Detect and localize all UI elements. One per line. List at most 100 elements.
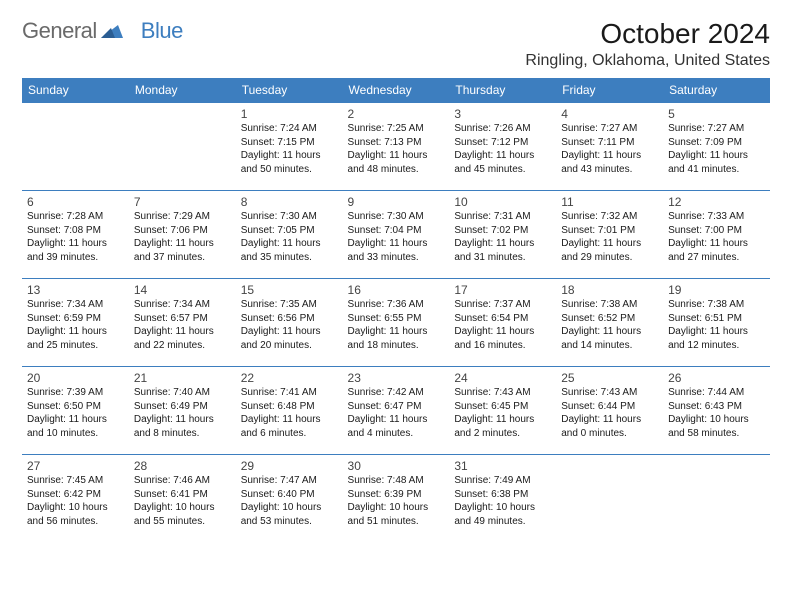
day-number: 16 — [348, 283, 445, 297]
day-cell: 13Sunrise: 7:34 AMSunset: 6:59 PMDayligh… — [22, 279, 129, 367]
day-cell: 9Sunrise: 7:30 AMSunset: 7:04 PMDaylight… — [343, 191, 450, 279]
day-cell: 21Sunrise: 7:40 AMSunset: 6:49 PMDayligh… — [129, 367, 236, 455]
brand-triangle-icon — [101, 18, 123, 44]
day-cell: 19Sunrise: 7:38 AMSunset: 6:51 PMDayligh… — [663, 279, 770, 367]
day-number: 5 — [668, 107, 765, 121]
day-cell: 8Sunrise: 7:30 AMSunset: 7:05 PMDaylight… — [236, 191, 343, 279]
day-cell: 22Sunrise: 7:41 AMSunset: 6:48 PMDayligh… — [236, 367, 343, 455]
day-number: 7 — [134, 195, 231, 209]
day-number: 27 — [27, 459, 124, 473]
day-cell: 10Sunrise: 7:31 AMSunset: 7:02 PMDayligh… — [449, 191, 556, 279]
day-number: 8 — [241, 195, 338, 209]
day-header: Monday — [129, 78, 236, 103]
day-details: Sunrise: 7:33 AMSunset: 7:00 PMDaylight:… — [668, 210, 765, 264]
day-cell: 28Sunrise: 7:46 AMSunset: 6:41 PMDayligh… — [129, 455, 236, 543]
day-number: 10 — [454, 195, 551, 209]
day-number: 2 — [348, 107, 445, 121]
day-number: 9 — [348, 195, 445, 209]
day-number: 22 — [241, 371, 338, 385]
week-row: 6Sunrise: 7:28 AMSunset: 7:08 PMDaylight… — [22, 191, 770, 279]
day-number: 23 — [348, 371, 445, 385]
day-number: 18 — [561, 283, 658, 297]
day-details: Sunrise: 7:38 AMSunset: 6:51 PMDaylight:… — [668, 298, 765, 352]
day-number: 28 — [134, 459, 231, 473]
location-text: Ringling, Oklahoma, United States — [525, 52, 770, 70]
day-number: 1 — [241, 107, 338, 121]
day-number: 24 — [454, 371, 551, 385]
day-cell: 26Sunrise: 7:44 AMSunset: 6:43 PMDayligh… — [663, 367, 770, 455]
day-details: Sunrise: 7:43 AMSunset: 6:44 PMDaylight:… — [561, 386, 658, 440]
brand-name-b: Blue — [141, 18, 183, 44]
week-row: 13Sunrise: 7:34 AMSunset: 6:59 PMDayligh… — [22, 279, 770, 367]
page-header: General Blue October 2024 Ringling, Okla… — [22, 18, 770, 70]
day-details: Sunrise: 7:25 AMSunset: 7:13 PMDaylight:… — [348, 122, 445, 176]
day-details: Sunrise: 7:46 AMSunset: 6:41 PMDaylight:… — [134, 474, 231, 528]
day-number: 21 — [134, 371, 231, 385]
day-cell: 31Sunrise: 7:49 AMSunset: 6:38 PMDayligh… — [449, 455, 556, 543]
day-number: 29 — [241, 459, 338, 473]
day-cell: 20Sunrise: 7:39 AMSunset: 6:50 PMDayligh… — [22, 367, 129, 455]
day-details: Sunrise: 7:34 AMSunset: 6:59 PMDaylight:… — [27, 298, 124, 352]
day-cell: 12Sunrise: 7:33 AMSunset: 7:00 PMDayligh… — [663, 191, 770, 279]
day-header: Friday — [556, 78, 663, 103]
day-cell: 7Sunrise: 7:29 AMSunset: 7:06 PMDaylight… — [129, 191, 236, 279]
day-number: 3 — [454, 107, 551, 121]
day-cell: 5Sunrise: 7:27 AMSunset: 7:09 PMDaylight… — [663, 103, 770, 191]
week-row: 1Sunrise: 7:24 AMSunset: 7:15 PMDaylight… — [22, 103, 770, 191]
day-cell: 4Sunrise: 7:27 AMSunset: 7:11 PMDaylight… — [556, 103, 663, 191]
day-number: 17 — [454, 283, 551, 297]
day-details: Sunrise: 7:35 AMSunset: 6:56 PMDaylight:… — [241, 298, 338, 352]
day-details: Sunrise: 7:31 AMSunset: 7:02 PMDaylight:… — [454, 210, 551, 264]
day-details: Sunrise: 7:28 AMSunset: 7:08 PMDaylight:… — [27, 210, 124, 264]
title-block: October 2024 Ringling, Oklahoma, United … — [525, 18, 770, 70]
day-number: 31 — [454, 459, 551, 473]
day-details: Sunrise: 7:42 AMSunset: 6:47 PMDaylight:… — [348, 386, 445, 440]
day-header: Thursday — [449, 78, 556, 103]
day-details: Sunrise: 7:40 AMSunset: 6:49 PMDaylight:… — [134, 386, 231, 440]
day-cell: 1Sunrise: 7:24 AMSunset: 7:15 PMDaylight… — [236, 103, 343, 191]
day-cell: 30Sunrise: 7:48 AMSunset: 6:39 PMDayligh… — [343, 455, 450, 543]
day-details: Sunrise: 7:30 AMSunset: 7:05 PMDaylight:… — [241, 210, 338, 264]
day-number: 13 — [27, 283, 124, 297]
day-details: Sunrise: 7:26 AMSunset: 7:12 PMDaylight:… — [454, 122, 551, 176]
brand-name-a: General — [22, 18, 97, 44]
day-details: Sunrise: 7:34 AMSunset: 6:57 PMDaylight:… — [134, 298, 231, 352]
day-details: Sunrise: 7:32 AMSunset: 7:01 PMDaylight:… — [561, 210, 658, 264]
day-details: Sunrise: 7:39 AMSunset: 6:50 PMDaylight:… — [27, 386, 124, 440]
day-header-row: SundayMondayTuesdayWednesdayThursdayFrid… — [22, 78, 770, 103]
day-header: Wednesday — [343, 78, 450, 103]
day-cell: 24Sunrise: 7:43 AMSunset: 6:45 PMDayligh… — [449, 367, 556, 455]
month-title: October 2024 — [525, 18, 770, 50]
day-number: 14 — [134, 283, 231, 297]
day-details: Sunrise: 7:29 AMSunset: 7:06 PMDaylight:… — [134, 210, 231, 264]
calendar-table: SundayMondayTuesdayWednesdayThursdayFrid… — [22, 78, 770, 543]
empty-cell — [556, 455, 663, 543]
week-row: 27Sunrise: 7:45 AMSunset: 6:42 PMDayligh… — [22, 455, 770, 543]
week-row: 20Sunrise: 7:39 AMSunset: 6:50 PMDayligh… — [22, 367, 770, 455]
day-cell: 16Sunrise: 7:36 AMSunset: 6:55 PMDayligh… — [343, 279, 450, 367]
day-details: Sunrise: 7:27 AMSunset: 7:11 PMDaylight:… — [561, 122, 658, 176]
day-header: Tuesday — [236, 78, 343, 103]
day-details: Sunrise: 7:37 AMSunset: 6:54 PMDaylight:… — [454, 298, 551, 352]
day-header: Sunday — [22, 78, 129, 103]
day-cell: 27Sunrise: 7:45 AMSunset: 6:42 PMDayligh… — [22, 455, 129, 543]
day-details: Sunrise: 7:27 AMSunset: 7:09 PMDaylight:… — [668, 122, 765, 176]
day-number: 15 — [241, 283, 338, 297]
empty-cell — [663, 455, 770, 543]
day-number: 4 — [561, 107, 658, 121]
day-details: Sunrise: 7:36 AMSunset: 6:55 PMDaylight:… — [348, 298, 445, 352]
day-number: 30 — [348, 459, 445, 473]
day-number: 20 — [27, 371, 124, 385]
day-header: Saturday — [663, 78, 770, 103]
day-number: 19 — [668, 283, 765, 297]
day-number: 6 — [27, 195, 124, 209]
day-cell: 18Sunrise: 7:38 AMSunset: 6:52 PMDayligh… — [556, 279, 663, 367]
empty-cell — [129, 103, 236, 191]
day-details: Sunrise: 7:30 AMSunset: 7:04 PMDaylight:… — [348, 210, 445, 264]
brand-logo: General Blue — [22, 18, 183, 44]
empty-cell — [22, 103, 129, 191]
day-cell: 23Sunrise: 7:42 AMSunset: 6:47 PMDayligh… — [343, 367, 450, 455]
day-cell: 11Sunrise: 7:32 AMSunset: 7:01 PMDayligh… — [556, 191, 663, 279]
day-cell: 29Sunrise: 7:47 AMSunset: 6:40 PMDayligh… — [236, 455, 343, 543]
day-cell: 17Sunrise: 7:37 AMSunset: 6:54 PMDayligh… — [449, 279, 556, 367]
